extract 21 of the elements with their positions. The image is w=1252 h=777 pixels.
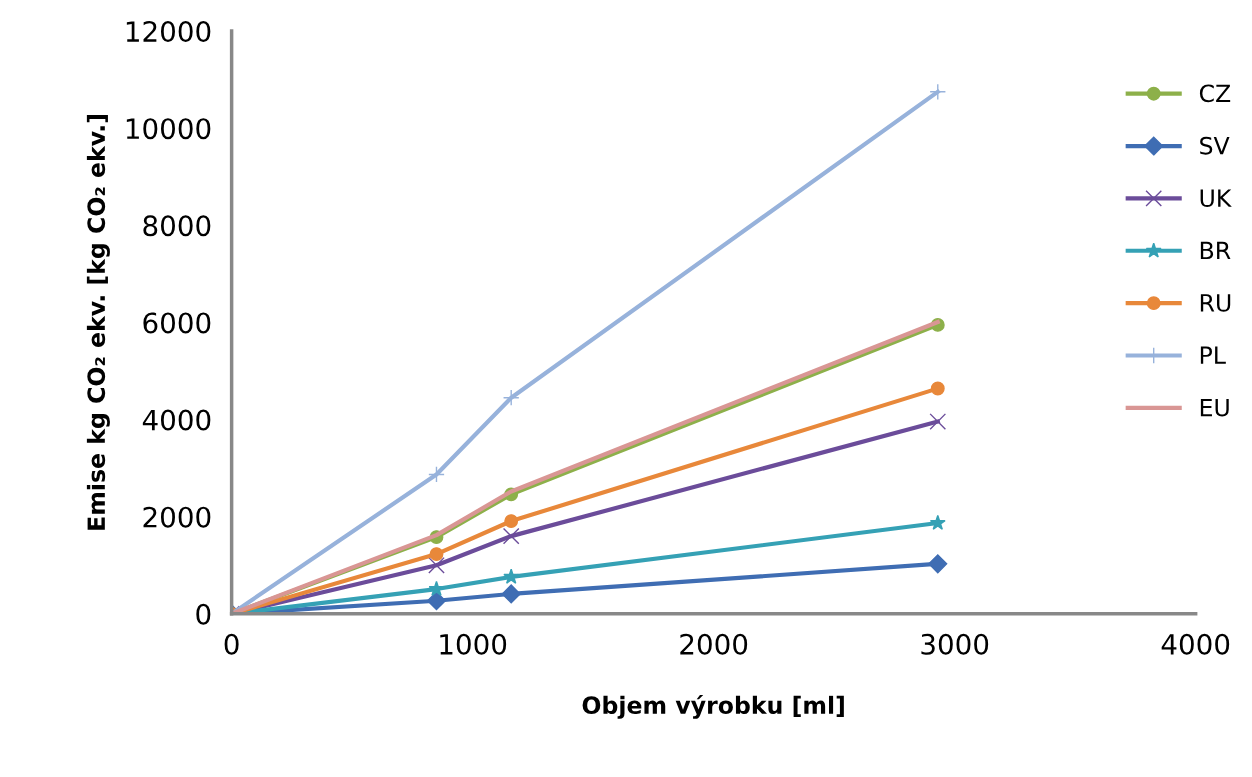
legend-label: CZ: [1199, 84, 1231, 103]
legend-label: EU: [1200, 398, 1229, 417]
legend-label: RU: [1200, 294, 1231, 312]
y-axis-title: Emise kg CO₂ ekv. [kg CO₂ ekv.]: [86, 115, 110, 530]
y-tick-label: 6000: [143, 312, 211, 334]
y-tick-label: 4000: [142, 409, 211, 431]
x-tick-label: 3000: [921, 633, 989, 655]
x-tick-label: 2000: [680, 633, 748, 655]
x-tick-label: 1000: [440, 633, 507, 655]
legend-label: PL: [1200, 346, 1226, 364]
x-axis-title: Objem výrobku [ml]: [582, 694, 844, 719]
x-tick-label: 0: [224, 633, 239, 655]
y-tick-label: 10000: [126, 118, 211, 140]
y-tick-label: 12000: [126, 21, 211, 43]
legend-label: SV: [1200, 136, 1230, 155]
y-tick-label: 8000: [143, 215, 211, 237]
y-tick-label: 2000: [143, 506, 211, 528]
x-tick-label: 4000: [1161, 633, 1230, 655]
legend-label: UK: [1200, 189, 1232, 208]
y-tick-label: 0: [196, 603, 211, 625]
legend-label: BR: [1200, 241, 1231, 260]
